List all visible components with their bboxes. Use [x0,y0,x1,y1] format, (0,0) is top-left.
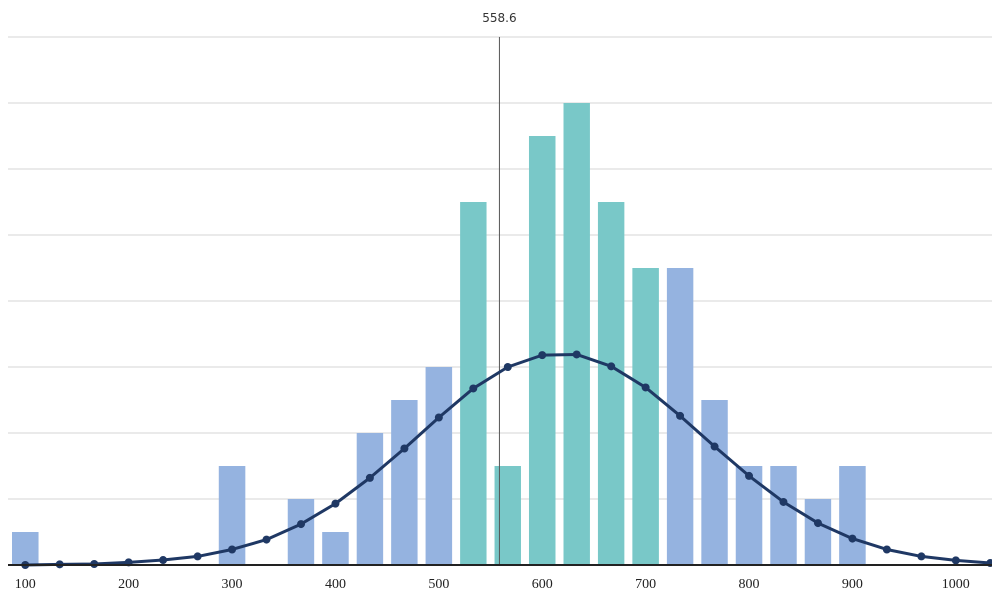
curve-marker [365,473,374,482]
curve-marker [745,471,754,480]
curve-marker [503,363,512,371]
bar [597,202,625,565]
curve-marker [779,497,788,506]
curve-marker [917,552,926,561]
x-tick-label: 900 [842,577,863,592]
curve-marker [331,499,340,508]
x-tick-label: 200 [118,577,139,592]
x-tick-label: 500 [428,577,449,592]
bar [528,136,556,565]
curve-marker [538,351,547,360]
curve-marker [813,519,822,528]
x-tick-label: 700 [635,577,656,592]
curve-marker [159,556,168,565]
curve-marker [228,545,237,554]
curve-marker [641,383,650,392]
x-tick-label: 400 [325,577,346,592]
bar [391,400,418,565]
bar [770,466,797,565]
curve-marker [193,552,202,561]
curve-marker [469,384,478,393]
curve-marker [262,535,271,544]
bar [356,433,384,565]
curve-marker [882,545,891,554]
bar [287,499,315,565]
bar [494,466,521,565]
curve-marker [607,362,616,371]
curve-marker [848,534,857,543]
bar [735,466,763,565]
mean-label: 558.6 [482,11,516,25]
x-tick-label: 600 [532,577,553,592]
bar [804,499,832,565]
curve-marker [297,520,306,529]
curve-marker [434,413,443,422]
curve-marker [400,444,409,453]
x-tick-label: 1000 [942,577,970,592]
x-tick-label: 300 [222,577,243,592]
bar [839,466,866,565]
bar [322,532,349,565]
bar [701,400,728,565]
x-tick-label: 800 [739,577,760,592]
curve-marker [572,350,581,359]
curve-marker [676,411,685,420]
bar [12,532,39,565]
curve-marker [951,556,960,565]
bar [425,367,453,565]
curve-marker [710,442,719,451]
bar [563,103,590,565]
bar [632,268,659,565]
x-tick-label: 100 [15,577,36,592]
